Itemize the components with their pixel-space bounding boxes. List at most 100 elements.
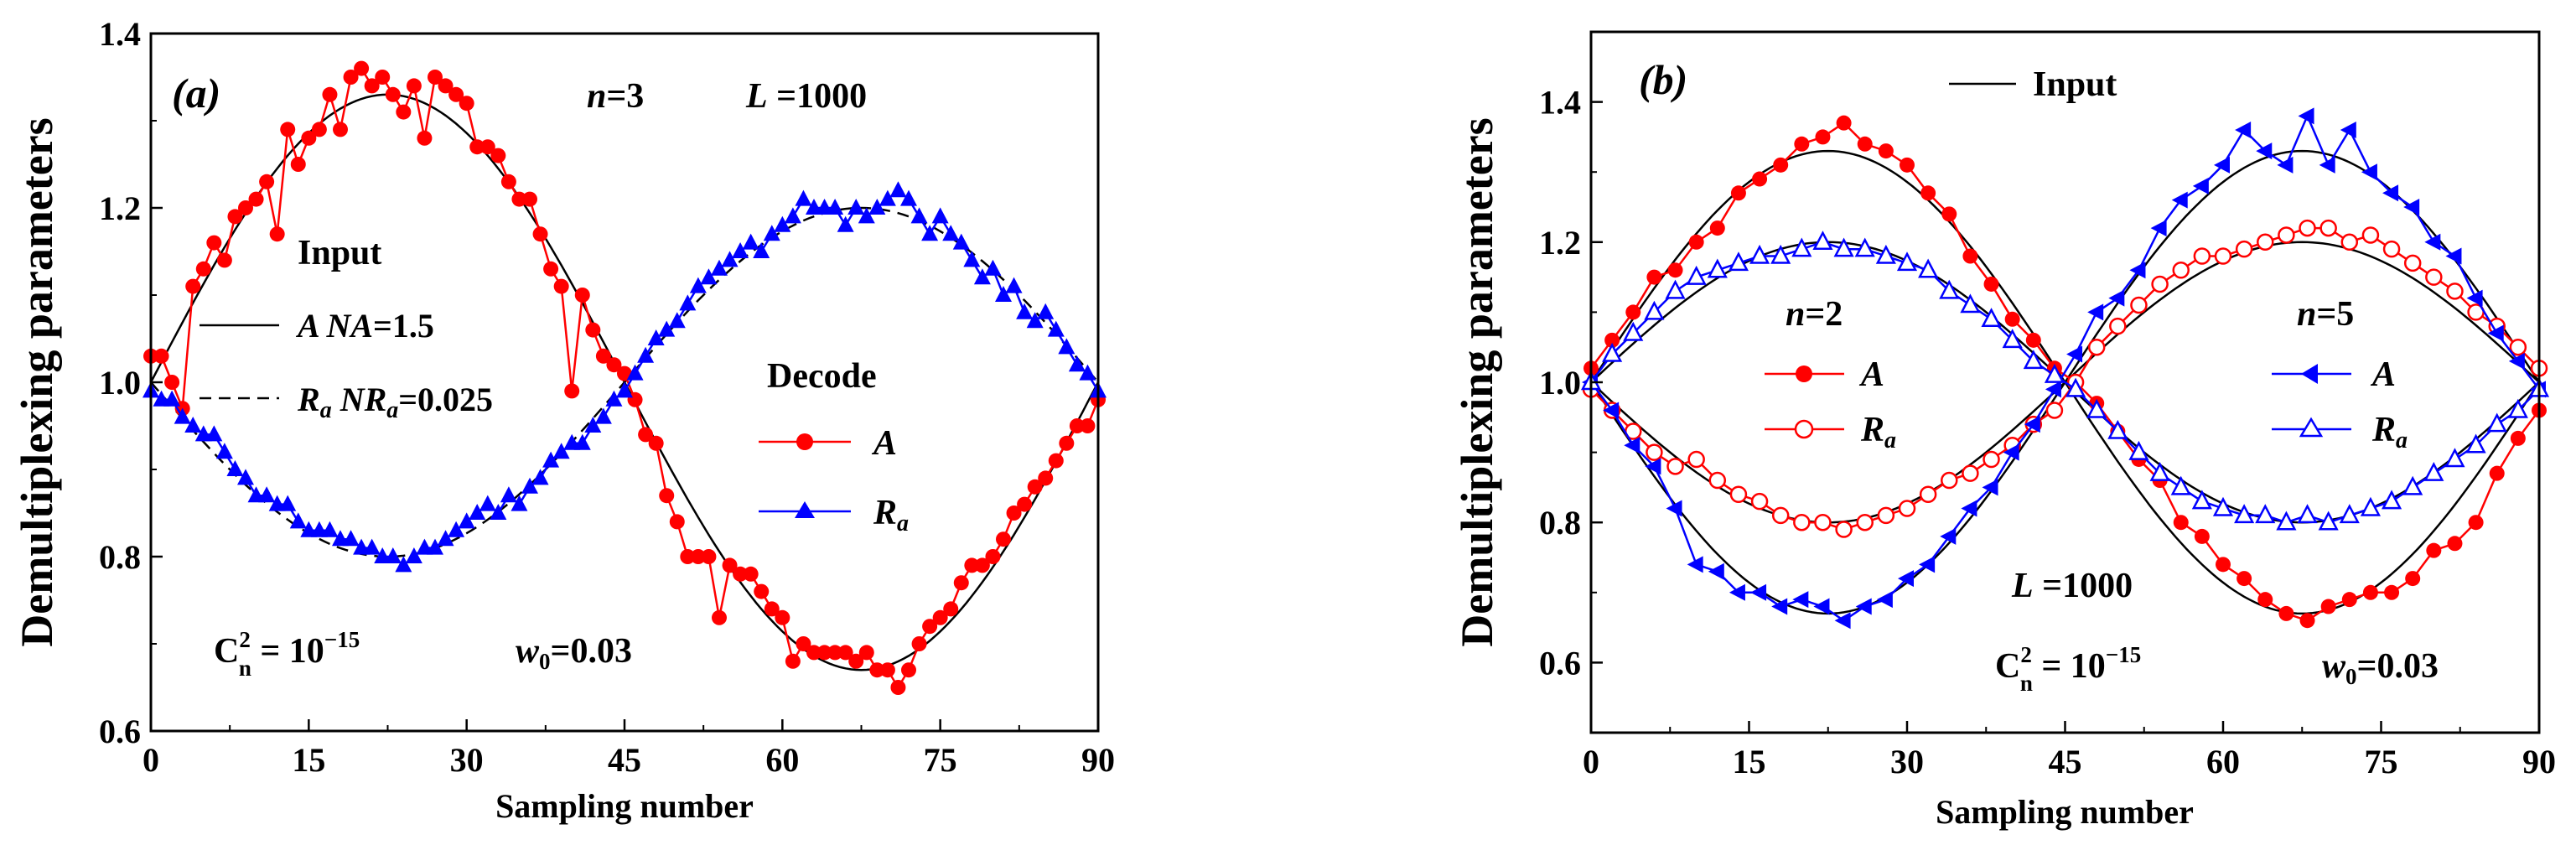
data-point (1878, 143, 1894, 159)
panel-b-label: (b) (1639, 56, 1687, 103)
data-point (2486, 412, 2507, 433)
data-point (742, 233, 759, 250)
data-point (206, 235, 222, 251)
panel-a-label: (a) (172, 70, 220, 117)
data-point (2508, 352, 2525, 370)
data-point (573, 433, 591, 450)
panel-a-ylabel: Demultiplexing parameters (12, 117, 62, 646)
data-point (2212, 496, 2234, 516)
data-point (2109, 317, 2127, 335)
data-point (953, 575, 969, 591)
data-point (637, 346, 655, 363)
data-point (1026, 312, 1044, 329)
data-point (1836, 115, 1852, 131)
panel-b-w0: w0=0.03 (2322, 647, 2439, 689)
data-point (1667, 262, 1683, 278)
data-point (532, 226, 548, 242)
data-point (647, 329, 665, 345)
data-point (2107, 419, 2128, 439)
data-point (1602, 342, 1623, 362)
panel-b-n5-a-legend: A (2370, 355, 2396, 394)
panel-b-cn2: C2 n = 10−15 (1995, 642, 2141, 696)
data-point (796, 636, 811, 651)
data-point (890, 680, 906, 695)
data-point (921, 225, 939, 241)
data-point (354, 60, 370, 76)
data-point (1941, 206, 1957, 222)
data-point (1833, 237, 1854, 257)
y-tick-label: 0.8 (1539, 504, 1581, 542)
data-point (626, 364, 644, 381)
data-point (153, 348, 169, 364)
y-tick-label: 0.6 (99, 713, 141, 750)
data-point (2066, 345, 2083, 363)
data-point (2318, 511, 2339, 531)
data-point (490, 148, 506, 163)
data-point (194, 425, 212, 442)
panel-a-L: L =1000 (745, 77, 867, 116)
data-point (1749, 244, 1770, 264)
panel-b: 0 15 30 45 60 75 90 0.6 0.8 1.0 1.2 1.4 Demultiplex… (1452, 30, 2556, 831)
data-point (385, 86, 401, 102)
data-point (2319, 219, 2337, 237)
data-point (2426, 542, 2442, 558)
data-point (1624, 437, 1640, 454)
y-tick-label: 0.8 (99, 538, 141, 576)
data-point (1603, 402, 1620, 419)
panel-a-input-a-legend: A NA=1.5 (295, 307, 434, 345)
data-point (1941, 471, 1958, 490)
data-point (2171, 191, 2188, 209)
panel-a-input-ra-legend: Ra NRa=0.025 (297, 381, 493, 423)
data-point (1793, 513, 1811, 531)
data-point (900, 189, 917, 206)
data-point (1877, 506, 1895, 525)
data-point (2108, 289, 2125, 307)
data-point (459, 96, 474, 111)
y-tick-label: 1.2 (1539, 224, 1581, 262)
data-point (2299, 219, 2316, 237)
data-point (668, 312, 686, 329)
data-point (2423, 461, 2444, 481)
data-point (2299, 613, 2315, 629)
data-point (2234, 504, 2255, 524)
data-point (1898, 570, 1914, 588)
data-point (438, 78, 454, 94)
data-point (763, 225, 780, 241)
data-point (2489, 465, 2505, 481)
data-point (543, 261, 559, 277)
data-point (2341, 592, 2357, 608)
data-point (1750, 492, 1769, 511)
data-point (1037, 303, 1055, 319)
data-point (910, 207, 928, 224)
series-line (1590, 226, 2540, 531)
data-point (479, 139, 495, 155)
data-point (1983, 276, 1999, 292)
data-point (490, 504, 507, 520)
data-point (1960, 293, 1981, 314)
data-point (2507, 398, 2528, 418)
data-point (2194, 528, 2210, 544)
data-point (837, 645, 853, 661)
data-point (428, 70, 443, 85)
data-point (1687, 450, 1705, 469)
data-point (2087, 338, 2106, 356)
data-point (195, 261, 211, 277)
data-point (479, 495, 496, 511)
x-tick-label: 30 (1890, 743, 1924, 780)
data-point (406, 78, 422, 94)
panel-b-series (1580, 107, 2550, 630)
data-point (416, 538, 433, 555)
data-point (2381, 490, 2402, 510)
data-point (1750, 583, 1767, 601)
data-point (564, 383, 580, 399)
data-point (1688, 234, 1704, 250)
y-tick-label: 1.2 (99, 189, 141, 227)
data-point (585, 322, 601, 338)
data-point (215, 443, 233, 459)
data-point (911, 636, 927, 651)
data-point (638, 427, 654, 443)
x-tick-label: 45 (608, 741, 641, 779)
data-point (2445, 247, 2462, 265)
data-point (2425, 268, 2443, 286)
data-point (1857, 136, 1873, 152)
